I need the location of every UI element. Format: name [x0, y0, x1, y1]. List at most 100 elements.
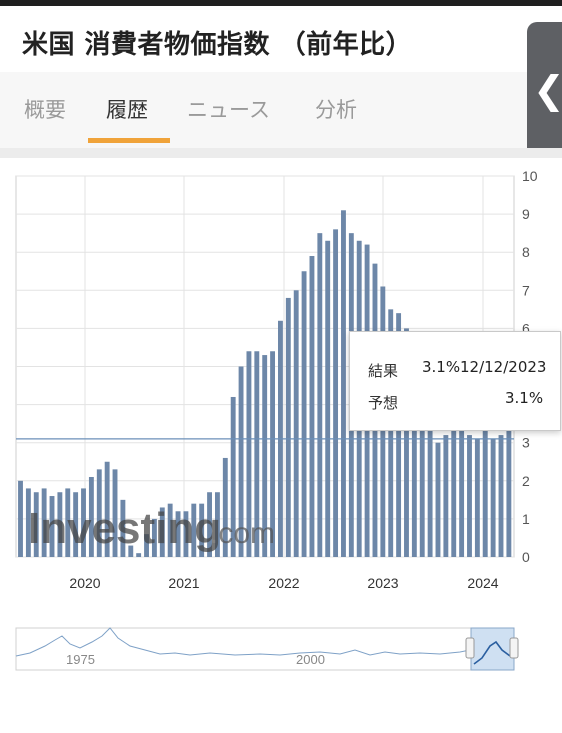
y-tick-label: 0 [522, 549, 530, 565]
chart-bar[interactable] [443, 435, 449, 557]
navigator-selection[interactable] [470, 627, 515, 671]
chart-bar[interactable] [57, 492, 63, 557]
chart-bar[interactable] [73, 492, 79, 557]
tab-history[interactable]: 履歴 [106, 98, 148, 122]
navigator-line [15, 627, 471, 657]
chart-bar[interactable] [506, 423, 512, 557]
chart-bar[interactable] [325, 240, 331, 557]
chart-bar[interactable] [128, 545, 134, 557]
chart-bar[interactable] [474, 438, 480, 557]
chart-bars [18, 210, 512, 558]
data-tooltip: 結果 3.1% 12/12/2023 予想 3.1% [349, 331, 561, 431]
navigator-left-handle[interactable] [465, 637, 475, 659]
tooltip-forecast-value: 3.1% [505, 389, 544, 407]
chart-bar[interactable] [317, 233, 323, 557]
chart-bar[interactable] [301, 271, 307, 557]
watermark-brand: Investing [28, 504, 221, 553]
chart-bar[interactable] [333, 229, 339, 557]
chart-bar[interactable] [490, 438, 496, 557]
section-divider [0, 148, 562, 158]
chart-bar[interactable] [467, 435, 472, 557]
chart-bar[interactable] [246, 351, 252, 557]
chart-bar[interactable] [254, 351, 260, 557]
page-title: 米国 消費者物価指数 （前年比） [22, 30, 413, 60]
chart-bar[interactable] [262, 355, 268, 557]
chart-bar[interactable] [159, 507, 165, 557]
chart-bar[interactable] [222, 457, 228, 557]
tooltip-date: 12/12/2023 [460, 358, 547, 376]
y-tick-label: 3 [522, 435, 530, 451]
chart-bar[interactable] [191, 503, 197, 557]
watermark-suffix: .com [210, 517, 275, 550]
chart-bar[interactable] [183, 511, 189, 557]
y-tick-label: 7 [522, 282, 530, 298]
chart-bar[interactable] [18, 480, 23, 557]
y-tick-label: 6 [522, 320, 530, 336]
chart-bar[interactable] [238, 366, 244, 558]
chart-bar[interactable] [293, 290, 299, 557]
chart-bar[interactable] [136, 553, 142, 557]
tooltip-actual-value: 3.1% [422, 358, 461, 376]
x-tick-label: 2023 [367, 575, 398, 591]
x-axis-ticks: 2020 2021 2022 2023 2024 [69, 575, 498, 591]
chart-bar[interactable] [104, 461, 110, 557]
chart-bar[interactable] [270, 351, 276, 557]
chart-bar[interactable] [112, 469, 118, 557]
chart-bar[interactable] [199, 503, 205, 557]
chart-bar[interactable] [151, 518, 157, 557]
chart-bar[interactable] [144, 534, 149, 557]
chart-bar[interactable] [396, 313, 402, 557]
chart-bar[interactable] [41, 488, 47, 557]
chart-bar[interactable] [498, 435, 504, 557]
chart-bar[interactable] [388, 309, 394, 557]
chart-bar[interactable] [285, 297, 291, 557]
chart-bar[interactable] [419, 370, 425, 557]
tab-analysis[interactable]: 分析 [315, 98, 357, 122]
y-tick-label: 1 [522, 511, 530, 527]
tab-overview[interactable]: 概要 [24, 98, 66, 122]
chart-bar[interactable] [167, 503, 173, 557]
status-bar [0, 0, 562, 6]
chart-bar[interactable] [120, 499, 126, 557]
side-drawer-handle[interactable]: ❮ [527, 22, 562, 164]
chart-bar[interactable] [175, 511, 181, 557]
active-tab-indicator [88, 138, 170, 143]
chart-bar[interactable] [427, 404, 433, 557]
chart-bar[interactable] [459, 416, 465, 557]
y-tick-label: 8 [522, 244, 530, 260]
x-tick-label: 2024 [467, 575, 498, 591]
x-tick-label: 2020 [69, 575, 100, 591]
chart-bar[interactable] [341, 210, 346, 557]
y-tick-label: 9 [522, 206, 530, 222]
chart-bar[interactable] [309, 256, 315, 557]
chevron-left-icon: ❮ [533, 68, 562, 112]
navigator-frame [15, 627, 515, 671]
x-tick-label: 2022 [268, 575, 299, 591]
chart-bar[interactable] [207, 492, 212, 557]
chart-bar[interactable] [404, 328, 409, 557]
tab-news[interactable]: ニュース [187, 98, 270, 122]
navigator-selection-line [473, 640, 511, 665]
chart-bar[interactable] [33, 492, 39, 557]
investing-watermark: Investing .com [28, 504, 275, 553]
chart-bar[interactable] [81, 488, 86, 557]
chart-bar[interactable] [49, 496, 55, 557]
navigator-right-handle[interactable] [509, 637, 519, 659]
chart-bar[interactable] [230, 396, 236, 557]
chart-bar[interactable] [88, 476, 94, 557]
navigator-label-2000: 2000 [296, 652, 325, 667]
tab-bar: 概要 履歴 ニュース 分析 [0, 72, 562, 148]
chart-bar[interactable] [435, 442, 441, 557]
chart-bar[interactable] [411, 366, 417, 558]
y-tick-label: 10 [522, 168, 538, 184]
chart-bar[interactable] [25, 488, 31, 557]
chart-bar[interactable] [482, 427, 488, 557]
chart-bar[interactable] [96, 469, 102, 557]
chart-bar[interactable] [65, 488, 71, 557]
navigator-label-1975: 1975 [66, 652, 95, 667]
page-header: 米国 消費者物価指数 （前年比） [0, 6, 562, 70]
chart-bar[interactable] [451, 416, 457, 557]
chart-bar[interactable] [214, 492, 220, 557]
